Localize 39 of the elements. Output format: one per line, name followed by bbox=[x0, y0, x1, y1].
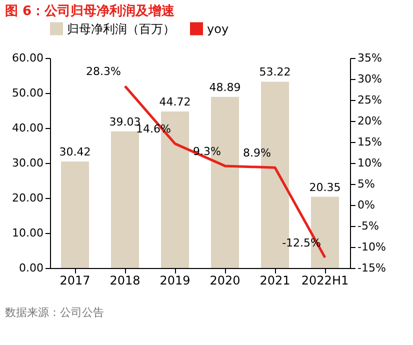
y2-tick-label: -15% bbox=[358, 262, 386, 274]
y-tick-label: 30.00 bbox=[12, 156, 44, 170]
x-tick-label: 2019 bbox=[160, 274, 190, 288]
y2-tick-label: 10% bbox=[358, 156, 382, 170]
x-tick-label: 2018 bbox=[110, 274, 140, 288]
y-tick-label: 50.00 bbox=[12, 86, 44, 100]
data-label: 28.3% bbox=[86, 65, 121, 78]
y-tick-label: 60.00 bbox=[12, 52, 44, 64]
legend-label: yoy bbox=[207, 22, 229, 36]
y2-tick-label: -10% bbox=[358, 240, 386, 254]
y2-tick-label: 15% bbox=[358, 136, 382, 148]
data-label: 39.03 bbox=[109, 115, 141, 128]
data-label: 8.9% bbox=[243, 146, 271, 160]
y-tick-label: 0.00 bbox=[19, 262, 44, 274]
y2-tick-label: -5% bbox=[358, 220, 379, 232]
y2-tick-label: 20% bbox=[358, 114, 382, 128]
y-tick-label: 20.00 bbox=[12, 192, 44, 204]
bar bbox=[61, 162, 89, 268]
y2-tick-label: 35% bbox=[358, 52, 382, 64]
data-label: 48.89 bbox=[209, 80, 241, 94]
source-note: 数据来源：公司公告 bbox=[5, 306, 104, 319]
y2-tick-label: 25% bbox=[358, 94, 382, 106]
x-tick-label: 2022H1 bbox=[301, 274, 349, 288]
data-label: 20.35 bbox=[309, 180, 341, 194]
y2-tick-label: 30% bbox=[358, 72, 382, 86]
data-label: 53.22 bbox=[259, 66, 291, 79]
bar bbox=[111, 131, 139, 268]
x-tick-label: 2017 bbox=[60, 274, 90, 288]
data-label: 30.42 bbox=[59, 146, 91, 159]
chart-title: 图 6：公司归母净利润及增速 bbox=[5, 3, 176, 19]
data-label: 9.3% bbox=[193, 144, 221, 158]
y2-tick-label: 5% bbox=[358, 178, 375, 190]
y-tick-label: 40.00 bbox=[12, 122, 44, 134]
x-tick-label: 2020 bbox=[210, 274, 240, 288]
y2-tick-label: 0% bbox=[358, 198, 375, 212]
x-tick-label: 2021 bbox=[260, 274, 290, 288]
legend-label: 归母净利润（百万） bbox=[67, 22, 175, 36]
data-label: 44.72 bbox=[159, 95, 191, 108]
y-tick-label: 10.00 bbox=[12, 226, 44, 240]
